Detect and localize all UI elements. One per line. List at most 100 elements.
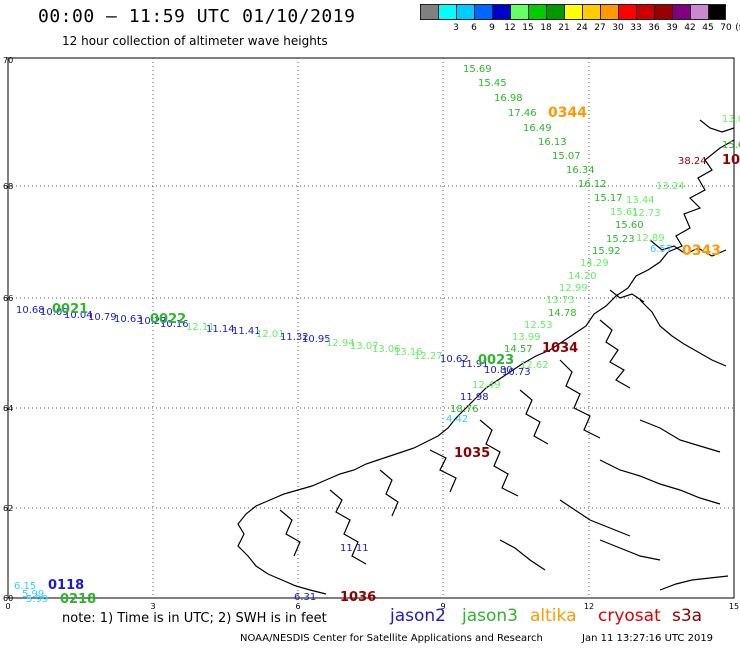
wave-height-reading: 13.44 [626, 195, 655, 206]
lon-label: 6 [295, 602, 300, 611]
pass-label-1036: 1036 [340, 590, 376, 605]
color-scale-swatch [582, 4, 600, 20]
legend-jason2: jason2 [390, 606, 446, 626]
wave-height-reading: 11.14 [206, 324, 235, 335]
lat-label: 66 [3, 294, 13, 303]
axis-labels: 70 68 66 64 62 600 3 6 9 12 15 [3, 56, 739, 611]
map-title: 00:00 – 11:59 UTC 01/10/2019 [38, 6, 356, 27]
wave-height-reading: 13.73 [546, 295, 575, 306]
legend-cryosat: cryosat [598, 606, 661, 626]
wave-height-reading: 12.73 [632, 208, 661, 219]
footer-timestamp: Jan 11 13:27:16 UTC 2019 [582, 633, 714, 644]
color-scale-swatch [510, 4, 528, 20]
wave-height-reading: 11.91 [460, 359, 489, 370]
wave-height-reading: 15.45 [478, 78, 507, 89]
wave-height-reading: 15.23 [606, 234, 635, 245]
wave-height-reading: 16.98 [494, 93, 523, 104]
wave-height-reading: 16.13 [538, 137, 567, 148]
wave-height-reading: 15.17 [594, 193, 623, 204]
wave-height-reading: 12.53 [524, 320, 553, 331]
color-scale-swatch [600, 4, 618, 20]
wave-height-reading: 10.95 [302, 334, 331, 345]
map-subtitle: 12 hour collection of altimeter wave hei… [62, 34, 328, 48]
wave-height-reading: 10.73 [502, 367, 531, 378]
wave-height-reading: 16.49 [523, 123, 552, 134]
color-scale-label: 33 [630, 23, 642, 33]
pass-label-1035: 1035 [454, 446, 490, 461]
lon-label: 9 [440, 602, 445, 611]
wave-height-reading: 10.79 [88, 312, 117, 323]
legend-jason3: jason3 [462, 606, 518, 626]
color-scale-label: 36 [648, 23, 660, 33]
color-scale-label: 30 [612, 23, 624, 33]
wave-height-reading: 11.11 [340, 543, 369, 554]
color-scale-swatch [456, 4, 474, 20]
legend-s3a: s3a [672, 606, 703, 626]
color-scale-label: 42 [684, 23, 696, 33]
wave-height-readings: 15.69 15.45 16.98 17.46 16.49 16.13 15.07 16.34… [14, 64, 740, 605]
wave-height-reading: 12.94 [326, 338, 355, 349]
wave-height-reading: 10.09 [40, 307, 69, 318]
wave-height-reading: 13.07 [350, 341, 379, 352]
color-scale-swatch [708, 4, 726, 20]
color-scale-swatch [492, 4, 510, 20]
wave-height-reading: 10.80 [484, 365, 513, 376]
wave-height-reading: 13.24 [656, 181, 685, 192]
wave-height-reading: 10.68 [16, 305, 45, 316]
wave-height-reading: 10.16 [160, 319, 189, 330]
legend-altika: altika [530, 606, 577, 626]
wave-height-reading: 10.04 [64, 310, 93, 321]
color-scale-swatch [690, 4, 708, 20]
wave-height-reading: 13.06 [372, 344, 401, 355]
color-scale-label: 15 [522, 23, 534, 33]
color-scale-swatch [636, 4, 654, 20]
wave-height-reading: 17.46 [508, 108, 537, 119]
pass-label-0118: 0118 [48, 578, 84, 593]
color-scale-swatch [672, 4, 690, 20]
footer-credit: NOAA/NESDIS Center for Satellite Applica… [240, 633, 543, 644]
lon-label: 12 [584, 602, 594, 611]
wave-height-reading: 11.41 [232, 326, 261, 337]
wave-height-reading: 15.07 [552, 151, 581, 162]
color-scale-swatch [438, 4, 456, 20]
color-scale-swatch [528, 4, 546, 20]
wave-height-reading: 12.11 [186, 322, 215, 333]
color-scale-label: 27 [594, 23, 606, 33]
wave-height-reading: 13.99 [512, 332, 541, 343]
wave-height-reading: 6.57 [650, 244, 672, 255]
pass-label-0023: 0023 [478, 353, 514, 368]
color-scale-swatch [618, 4, 636, 20]
color-scale-border [420, 4, 726, 20]
pass-label-0343: 0343 [682, 243, 721, 259]
color-scale-swatch [564, 4, 582, 20]
color-scale-label: 39 [666, 23, 678, 33]
wave-height-reading: 15.92 [592, 246, 621, 257]
wave-height-reading: 12.49 [472, 380, 501, 391]
wave-height-reading: 12.01 [256, 329, 285, 340]
color-scale-swatch [474, 4, 492, 20]
color-scale-label: 24 [576, 23, 588, 33]
pass-label-1037: 1037 [722, 153, 740, 168]
wave-height-reading: 11.32 [280, 332, 309, 343]
pass-label-1034: 1034 [542, 341, 578, 356]
lon-label: 0 [5, 602, 10, 611]
color-scale-label: 70 [720, 23, 732, 33]
wave-height-reading: 10.63 [114, 314, 143, 325]
color-scale-label: 45 [702, 23, 714, 33]
color-scale-label: 6 [471, 23, 477, 33]
coastline [237, 119, 735, 595]
wave-height-reading: 16.12 [578, 179, 607, 190]
wave-height-reading: 12.62 [520, 360, 549, 371]
wave-height-reading: 10.62 [440, 354, 469, 365]
map-frame [7, 57, 735, 599]
pass-label-0022: 0022 [150, 312, 186, 327]
lon-label: 15 [729, 602, 739, 611]
wave-height-reading: 15.69 [463, 64, 492, 75]
units-note: note: 1) Time is in UTC; 2) SWH is in fe… [62, 611, 327, 626]
wave-height-reading: 13.16 [394, 347, 423, 358]
wave-height-reading: 15.61 [610, 207, 639, 218]
wave-height-reading: 5.99 [26, 594, 48, 605]
wave-height-reading: 15.60 [615, 220, 644, 231]
lat-label: 60 [3, 594, 13, 603]
